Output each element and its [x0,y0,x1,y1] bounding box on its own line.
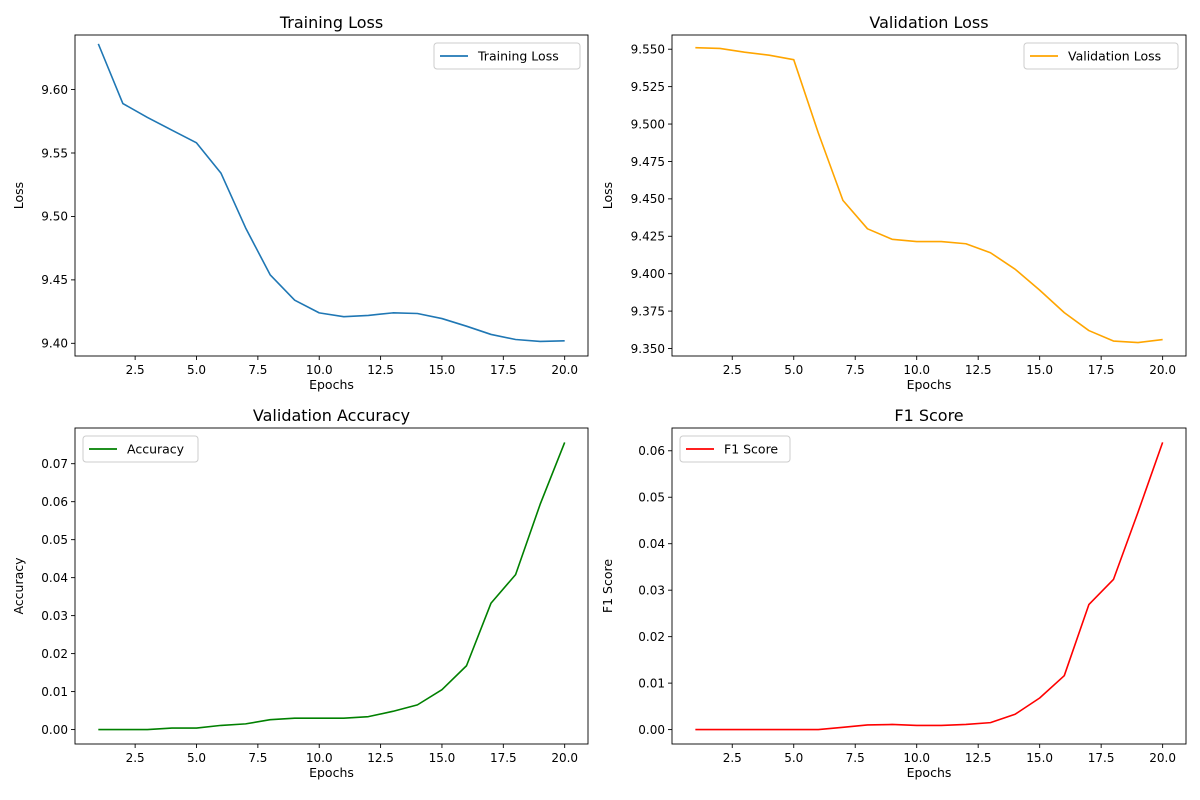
y-tick-label: 0.06 [638,444,665,458]
x-axis-label: Epochs [907,377,952,392]
x-tick-label: 20.0 [1149,751,1176,765]
x-tick-label: 12.5 [965,363,992,377]
x-tick-label: 12.5 [965,751,992,765]
axes-frame [671,427,1187,745]
y-tick-label: 9.425 [631,230,665,244]
x-tick-label: 12.5 [367,751,394,765]
x-tick-label: 15.0 [429,751,456,765]
y-axis-label: Loss [600,182,615,209]
chart-1: Training Loss 2.5 5.0 7.5 10.0 12.5 15.0 17.5 20… [11,13,589,392]
x-tick-label: 5.0 [187,751,206,765]
y-axis-label: F1 Score [600,559,615,613]
y-tick-label: 0.03 [41,609,68,623]
y-tick-label: 9.45 [41,273,68,287]
y-tick-label: 9.500 [631,117,665,131]
x-tick-label: 20.0 [551,751,578,765]
x-tick-label: 7.5 [248,751,267,765]
y-tick-label: 0.01 [41,685,68,699]
y-tick-label: 0.04 [638,537,665,551]
y-tick-label: 0.00 [41,723,68,737]
y-tick-label: 0.03 [638,583,665,597]
axes-frame [671,34,1187,357]
x-tick-label: 10.0 [903,363,930,377]
legend-label: F1 Score [724,442,778,457]
x-tick-label: 17.5 [1088,363,1115,377]
chart-3: Validation Accuracy 2.5 5.0 7.5 10.0 12.5 15.0… [11,406,589,780]
x-tick-label: 10.0 [903,751,930,765]
y-tick-label: 9.60 [41,83,68,97]
legend-label: Training Loss [477,49,559,64]
y-tick-label: 0.00 [638,723,665,737]
legend: Validation Loss [1023,42,1179,70]
x-tick-label: 17.5 [490,751,517,765]
x-tick-label: 10.0 [306,751,333,765]
y-tick-label: 0.02 [41,647,68,661]
y-tick-label: 0.02 [638,630,665,644]
x-tick-label: 2.5 [126,363,145,377]
x-tick-label: 2.5 [723,363,742,377]
legend: Training Loss [433,42,581,70]
axes-frame [74,427,589,745]
x-tick-label: 15.0 [1026,751,1053,765]
chart-title: F1 Score [894,406,963,425]
x-tick-label: 15.0 [429,363,456,377]
chart-2: Validation Loss 2.5 5.0 7.5 10.0 12.5 15.0 17.5… [600,13,1187,392]
y-tick-label: 9.55 [41,146,68,160]
legend-label: Accuracy [127,442,185,457]
y-tick-label: 0.05 [41,533,68,547]
chart-title: Validation Accuracy [253,406,410,425]
y-axis-label: Loss [11,182,26,209]
x-tick-label: 20.0 [551,363,578,377]
x-axis-label: Epochs [309,377,354,392]
x-tick-label: 5.0 [784,363,803,377]
legend-box [433,42,581,70]
x-tick-label: 20.0 [1149,363,1176,377]
x-tick-label: 5.0 [784,751,803,765]
y-tick-label: 0.06 [41,495,68,509]
series-line [695,46,1163,344]
legend-label: Validation Loss [1068,49,1161,64]
series-line [695,442,1164,731]
y-axis-label: Accuracy [11,557,26,615]
x-tick-label: 10.0 [306,363,333,377]
y-tick-label: 0.07 [41,457,68,471]
legend: F1 Score [679,435,791,463]
y-tick-label: 9.525 [631,80,665,94]
y-tick-label: 9.450 [631,192,665,206]
y-tick-label: 9.475 [631,155,665,169]
x-tick-label: 17.5 [490,363,517,377]
x-tick-label: 15.0 [1026,363,1053,377]
legend-box [679,435,791,463]
x-tick-label: 7.5 [846,363,865,377]
y-tick-label: 9.550 [631,43,665,57]
x-tick-label: 7.5 [846,751,865,765]
legend-box [82,435,199,463]
y-tick-label: 0.05 [638,491,665,505]
y-tick-label: 9.40 [41,337,68,351]
legend-box [1023,42,1179,70]
x-tick-label: 17.5 [1088,751,1115,765]
x-axis-label: Epochs [907,765,952,780]
y-tick-label: 0.01 [638,676,665,690]
y-tick-label: 9.350 [631,342,665,356]
x-tick-label: 5.0 [187,363,206,377]
x-tick-label: 2.5 [723,751,742,765]
chart-4: F1 Score 2.5 5.0 7.5 10.0 12.5 15.0 17.5 20.0 0.0… [600,406,1187,780]
x-tick-label: 7.5 [248,363,267,377]
y-tick-label: 9.50 [41,210,68,224]
y-tick-label: 0.04 [41,571,68,585]
x-tick-label: 2.5 [126,751,145,765]
series-line [98,442,566,731]
series-line [97,43,565,343]
chart-title: Training Loss [279,13,383,32]
chart-title: Validation Loss [869,13,988,32]
axes-frame [74,34,589,357]
y-tick-label: 9.400 [631,267,665,281]
y-tick-label: 9.375 [631,304,665,318]
x-tick-label: 12.5 [367,363,394,377]
x-axis-label: Epochs [309,765,354,780]
legend: Accuracy [82,435,199,463]
